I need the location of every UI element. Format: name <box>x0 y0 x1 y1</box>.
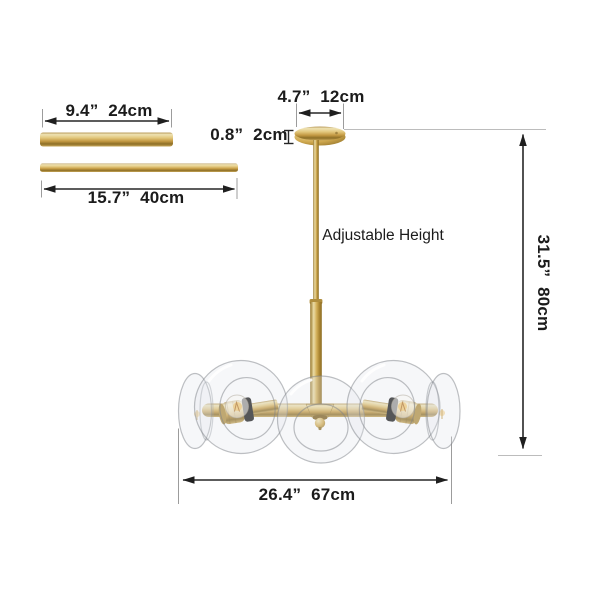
left-bulb <box>225 394 249 419</box>
spare-rod-short <box>40 132 173 147</box>
globe-right <box>346 359 441 455</box>
right-bulb <box>391 394 415 419</box>
rod-short-dimension-label: 9.4” 24cm <box>65 101 153 120</box>
extension-lines <box>41 103 546 504</box>
dimension-arrows <box>43 109 527 484</box>
overall-height-dimension-label: 31.5” 80cm <box>534 234 553 332</box>
rod-long-dimension-label: 15.7” 40cm <box>87 188 185 207</box>
downrod <box>309 140 323 404</box>
adjustable-height-note: Adjustable Height <box>322 227 444 244</box>
canopy-screw <box>335 131 338 135</box>
canopy-height-bracket <box>284 129 294 145</box>
ceiling-canopy <box>294 126 346 146</box>
glass-globes <box>177 359 461 464</box>
globe-far-right <box>425 372 461 450</box>
spare-rod-long <box>40 163 238 172</box>
globe-left <box>193 359 289 455</box>
canopy-height-dimension-label: 0.8” 2cm <box>210 125 288 144</box>
canopy-width-dimension-label: 4.7” 12cm <box>277 87 365 106</box>
globe-center <box>276 375 366 464</box>
center-finial <box>312 414 328 431</box>
fixture-width-dimension-label: 26.4” 67cm <box>258 485 356 504</box>
